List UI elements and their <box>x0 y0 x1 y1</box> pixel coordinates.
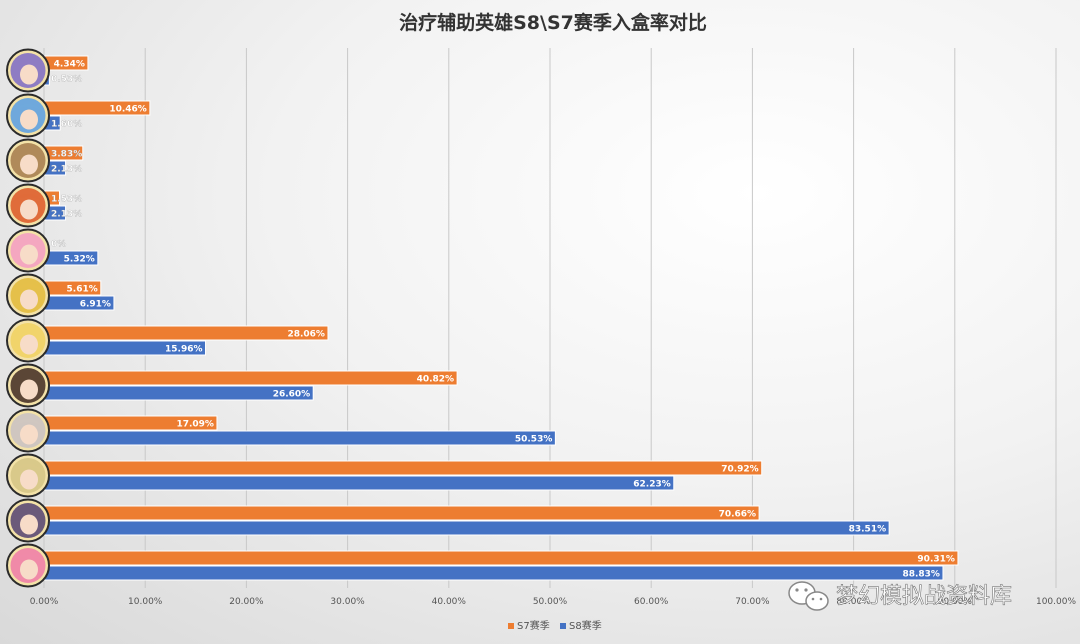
data-label: 83.51% <box>849 525 887 535</box>
data-label: 90.31% <box>917 555 955 565</box>
data-label: 1.53% <box>51 195 82 205</box>
data-label: 28.06% <box>287 330 325 340</box>
gridlines <box>43 48 1057 588</box>
x-axis-ticks: 0.00% 10.00% 20.00% 30.00% 40.00% 50.00% 60.00… <box>30 597 1077 607</box>
data-label: 3.83% <box>51 150 82 160</box>
hero-avatar-icon <box>6 363 50 408</box>
bar-s7 <box>43 550 959 566</box>
hero-avatar-icon <box>6 183 50 228</box>
hero-avatar-icon <box>6 93 50 138</box>
x-tick-label: 70.00% <box>735 597 770 607</box>
bar-s8 <box>43 520 890 536</box>
bar-s7 <box>43 505 760 521</box>
data-label: 15.96% <box>165 345 203 355</box>
data-label: 0% <box>51 240 66 250</box>
legend-swatch-s7 <box>508 623 514 629</box>
hero-avatar-icon <box>6 318 50 363</box>
bar-s7 <box>43 370 458 386</box>
data-label: 70.92% <box>721 465 759 475</box>
bar-s7 <box>43 325 329 341</box>
hero-avatar-icon <box>6 228 50 273</box>
data-label: 88.83% <box>902 570 940 580</box>
x-tick-label: 50.00% <box>533 597 568 607</box>
x-tick-label: 90.00% <box>938 597 973 607</box>
x-tick-label: 10.00% <box>128 597 163 607</box>
data-label: 70.66% <box>719 510 757 520</box>
data-label: 50.53% <box>515 435 553 445</box>
data-label: 2.13% <box>51 165 82 175</box>
x-tick-label: 0.00% <box>30 597 59 607</box>
data-label: 6.91% <box>80 300 111 310</box>
data-label: 1.60% <box>51 120 82 130</box>
data-label: 40.82% <box>417 375 455 385</box>
hero-avatars <box>6 48 50 588</box>
chart-title: 治疗辅助英雄S8\S7赛季入盒率对比 <box>399 11 707 34</box>
bar-s8 <box>43 430 556 446</box>
bars: 4.34% 0.53% 10.46% 1.60% 3.83% 2.13% 1.53% 2.13… <box>43 55 959 581</box>
bar-s8 <box>43 565 944 581</box>
data-label: 26.60% <box>273 390 311 400</box>
x-tick-label: 30.00% <box>330 597 365 607</box>
wechat-icon <box>788 581 829 611</box>
hero-avatar-icon <box>6 453 50 498</box>
hero-avatar-icon <box>6 498 50 543</box>
x-tick-label: 80.00% <box>836 597 871 607</box>
data-label: 4.34% <box>54 60 85 70</box>
x-tick-label: 100.00% <box>1036 597 1076 607</box>
data-label: 17.09% <box>176 420 214 430</box>
x-tick-label: 40.00% <box>432 597 467 607</box>
data-label: 2.13% <box>51 210 82 220</box>
bar-s8 <box>43 475 675 491</box>
hero-avatar-icon <box>6 543 50 588</box>
hero-avatar-icon <box>6 273 50 318</box>
data-label: 62.23% <box>633 480 671 490</box>
data-label: 5.32% <box>64 255 95 265</box>
x-tick-label: 60.00% <box>634 597 669 607</box>
hero-avatar-icon <box>6 48 50 93</box>
data-label: 10.46% <box>109 105 147 115</box>
hero-avatar-icon <box>6 138 50 183</box>
hero-avatar-icon <box>6 408 50 453</box>
watermark-text: 梦幻模拟战资料库 <box>836 584 1012 609</box>
legend-label-s8: S8赛季 <box>569 619 602 632</box>
x-tick-label: 20.00% <box>229 597 264 607</box>
legend-label-s7: S7赛季 <box>517 619 550 632</box>
legend-swatch-s8 <box>560 623 566 629</box>
bar-s7 <box>43 460 763 476</box>
legend-item-s8: S8赛季 <box>560 619 602 632</box>
data-label: 0.53% <box>51 75 82 85</box>
watermark: 梦幻模拟战资料库 <box>788 581 1012 611</box>
legend-item-s7: S7赛季 <box>508 619 550 632</box>
data-label: 5.61% <box>67 285 98 295</box>
legend: S7赛季 S8赛季 <box>508 619 602 632</box>
